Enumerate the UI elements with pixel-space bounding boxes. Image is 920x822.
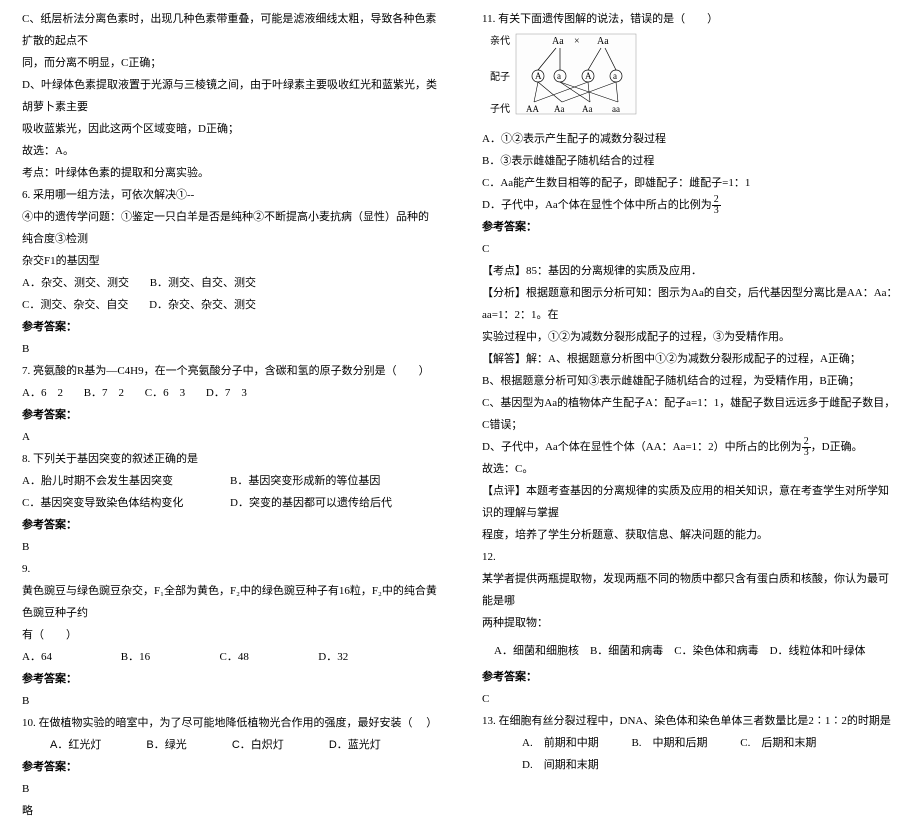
option-b: B．基因突变形成新的等位基因: [230, 470, 438, 492]
option-d: D．突变的基因都可以遗传给后代: [230, 492, 438, 514]
text: 两种提取物：: [482, 612, 898, 634]
text: 实验过程中，①②为减数分裂形成配子的过程，③为受精作用。: [482, 326, 898, 348]
text: 程度，培养了学生分析题意、获取信息、解决问题的能力。: [482, 524, 898, 546]
right-column: 11. 有关下面遗传图解的说法，错误的是（ ） 亲代 Aa × Aa 配子 A …: [460, 0, 920, 651]
svg-text:Aa: Aa: [582, 104, 593, 114]
options-row: C．测交、杂交、自交 D．杂交、杂交、测交: [22, 294, 438, 316]
option-b: B．绿光: [146, 734, 186, 756]
text: 杂交F1的基因型: [22, 250, 438, 272]
option-c: C．48: [220, 646, 298, 668]
answer-heading: 参考答案：: [482, 216, 898, 238]
answer: C: [482, 688, 898, 710]
svg-text:A: A: [535, 71, 542, 81]
text: 有（ ）: [22, 624, 438, 646]
option-a: A．6 2: [22, 387, 63, 399]
option-c: C. 后期和末期: [740, 732, 816, 754]
option-b: B. 中期和后期: [631, 732, 707, 754]
option-b: B．16: [121, 646, 199, 668]
answer-heading: 参考答案：: [22, 514, 438, 536]
option-a: A. 前期和中期: [522, 732, 599, 754]
option-b: B．7 2: [84, 387, 124, 399]
question-9: 9.: [22, 558, 438, 580]
options-row: A．杂交、测交、测交 B．测交、自交、测交: [22, 272, 438, 294]
text: 故选：C。: [482, 458, 898, 480]
answer: C: [482, 238, 898, 260]
question-10: 10. 在做植物实验的暗室中，为了尽可能地降低植物光合作用的强度，最好安装（ ）: [22, 712, 438, 734]
answer: B: [22, 690, 438, 712]
options-row: A．64 B．16 C．48 D．32: [22, 646, 438, 668]
text: ④中的遗传学问题：①鉴定一只白羊是否是纯种②不断提高小麦抗病（显性）品种的纯合度…: [22, 206, 438, 250]
question-7: 7. 亮氨酸的R基为—C4H9，在一个亮氨酸分子中，含碳和氢的原子数分别是（ ）: [22, 360, 438, 382]
svg-text:×: ×: [574, 36, 580, 47]
option-c: C．Aa能产生数目相等的配子，即雄配子：雌配子=1：1: [482, 172, 898, 194]
options-row: A．细菌和细胞核 B．细菌和病毒 C．染色体和病毒 D．线粒体和叶绿体: [482, 640, 898, 662]
option-c: C．6 3: [145, 387, 185, 399]
svg-text:Aa: Aa: [552, 36, 564, 47]
option-c: C．测交、杂交、自交: [22, 299, 128, 311]
option-b: B．③表示雌雄配子随机结合的过程: [482, 150, 898, 172]
text: C、基因型为Aa的植物体产生配子A：配子a=1：1，雄配子数目远远多于雌配子数目…: [482, 392, 898, 436]
text: B、根据题意分析可知③表示雌雄配子随机结合的过程，为受精作用，B正确；: [482, 370, 898, 392]
options-row: A. 前期和中期 B. 中期和后期 C. 后期和末期 D. 间期和末期: [482, 732, 898, 776]
text: 【分析】根据题意和图示分析可知：图示为Aa的自交，后代基因型分离比是AA：Aa：…: [482, 282, 898, 326]
text: 吸收蓝紫光，因此这两个区域变暗，D正确；: [22, 118, 438, 140]
text: D、子代中，Aa个体在显性个体（AA：Aa=1：2）中所占的比例为23，D正确。: [482, 436, 898, 458]
question-13: 13. 在细胞有丝分裂过程中，DNA、染色体和染色单体三者数量比是2∶1∶2的时…: [482, 710, 898, 732]
options-row: A．红光灯 B．绿光 C．白炽灯 D．蓝光灯: [22, 734, 438, 756]
answer-heading: 参考答案：: [22, 404, 438, 426]
option-b: B．测交、自交、测交: [150, 277, 256, 289]
answer-heading: 参考答案：: [22, 316, 438, 338]
option-d: D. 间期和末期: [522, 754, 599, 776]
svg-text:a: a: [557, 71, 561, 81]
option-d: D．蓝光灯: [329, 734, 381, 756]
svg-text:aa: aa: [612, 104, 620, 114]
left-column: C、纸层析法分离色素时，出现几种色素带重叠，可能是滤液细线太粗，导致各种色素扩散…: [0, 0, 460, 651]
svg-text:AA: AA: [526, 104, 539, 114]
text: 略: [22, 800, 438, 822]
option-a: A．①②表示产生配子的减数分裂过程: [482, 128, 898, 150]
text: 【考点】85：基因的分离规律的实质及应用．: [482, 260, 898, 282]
question-12: 12.: [482, 546, 898, 568]
answer: A: [22, 426, 438, 448]
option-a: A．杂交、测交、测交: [22, 277, 129, 289]
text: 故选：A。: [22, 140, 438, 162]
text: 考点：叶绿体色素的提取和分离实验。: [22, 162, 438, 184]
genetics-diagram: 亲代 Aa × Aa 配子 A a A a: [490, 32, 640, 118]
answer: B: [22, 778, 438, 800]
options-row: A．胎儿时期不会发生基因突变 B．基因突变形成新的等位基因: [22, 470, 438, 492]
text: D、叶绿体色素提取液置于光源与三棱镜之间，由于叶绿素主要吸收红光和蓝紫光，类胡萝…: [22, 74, 438, 118]
option-c: C．基因突变导致染色体结构变化: [22, 492, 230, 514]
text: C、纸层析法分离色素时，出现几种色素带重叠，可能是滤液细线太粗，导致各种色素扩散…: [22, 8, 438, 52]
answer: B: [22, 536, 438, 558]
options-row: C．基因突变导致染色体结构变化 D．突变的基因都可以遗传给后代: [22, 492, 438, 514]
option-c: C．白炽灯: [232, 734, 284, 756]
text: 【点评】本题考查基因的分离规律的实质及应用的相关知识，意在考查学生对所学知识的理…: [482, 480, 898, 524]
question-11: 11. 有关下面遗传图解的说法，错误的是（ ）: [482, 8, 898, 30]
option-d: D．杂交、杂交、测交: [149, 299, 256, 311]
svg-text:Aa: Aa: [597, 36, 609, 47]
answer: B: [22, 338, 438, 360]
option-d: D．32: [318, 646, 396, 668]
answer-heading: 参考答案：: [22, 668, 438, 690]
answer-heading: 参考答案：: [22, 756, 438, 778]
option-d: D．子代中，Aa个体在显性个体中所占的比例为23: [482, 194, 898, 216]
option-a: A．64: [22, 646, 100, 668]
text: 【解答】解：A、根据题意分析图中①②为减数分裂形成配子的过程，A正确；: [482, 348, 898, 370]
svg-text:亲代: 亲代: [490, 34, 510, 47]
svg-text:子代: 子代: [490, 103, 510, 115]
answer-heading: 参考答案：: [482, 666, 898, 688]
question-6: 6. 采用哪一组方法，可依次解决①--: [22, 184, 438, 206]
svg-text:a: a: [613, 71, 617, 81]
options-row: A．6 2 B．7 2 C．6 3 D．7 3: [22, 382, 438, 404]
option-d: D．7 3: [206, 387, 247, 399]
question-8: 8. 下列关于基因突变的叙述正确的是: [22, 448, 438, 470]
text: 某学者提供两瓶提取物，发现两瓶不同的物质中都只含有蛋白质和核酸，你认为最可能是哪: [482, 568, 898, 612]
svg-text:A: A: [585, 71, 592, 81]
text: 同，而分离不明显，C正确；: [22, 52, 438, 74]
option-a: A．红光灯: [50, 734, 101, 756]
svg-text:Aa: Aa: [554, 104, 565, 114]
text: 黄色豌豆与绿色豌豆杂交，F₁全部为黄色，F₂中的绿色豌豆种子有16粒，F₂中的纯…: [22, 580, 438, 624]
option-a: A．胎儿时期不会发生基因突变: [22, 470, 230, 492]
svg-text:配子: 配子: [490, 71, 510, 83]
